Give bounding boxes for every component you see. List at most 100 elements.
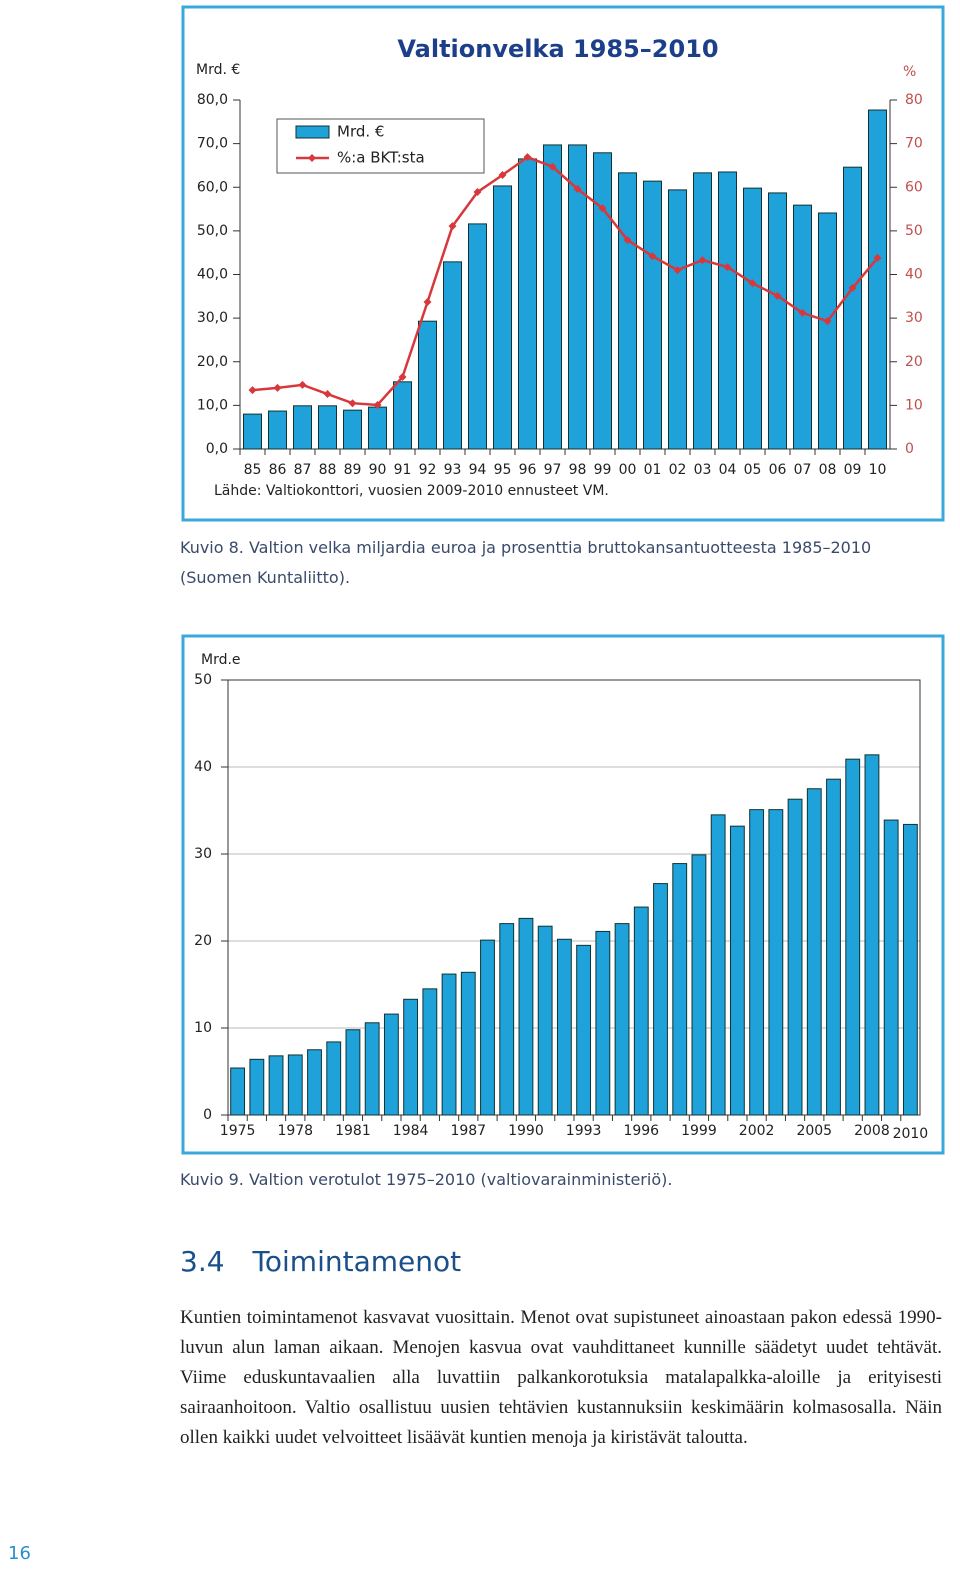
bar [268,1055,284,1116]
bar [595,930,611,1116]
marker [598,204,607,213]
bar [468,223,487,450]
bar [793,204,812,450]
bar [843,166,862,450]
x-tick-label: 09 [844,462,862,478]
marker [473,188,482,197]
y-tick-label: 10,0 [197,397,228,413]
bar [318,405,337,450]
bar [743,187,762,450]
bar [568,144,587,450]
bar [653,883,668,1116]
bar [768,192,787,450]
bar [443,261,462,450]
y-tick-label: 30 [194,846,212,862]
x-tick-label: 95 [494,462,512,478]
marker [523,153,532,162]
bar [249,1058,265,1116]
paragraph: Kuntien toimintamenot kasvavat vuosittai… [180,1307,942,1448]
bar [729,825,745,1116]
x-tick-label: 2010 [893,1126,929,1142]
marker [698,256,707,265]
bar [243,413,262,450]
bar [691,854,707,1116]
x-tick-label: 04 [719,462,737,478]
y2-tick-label: 70 [905,136,923,152]
y-tick-label: 20 [194,933,212,949]
section-heading: 3.4 Toimintamenot [180,1245,461,1278]
bar [393,381,412,450]
marker [773,291,782,300]
y2-axis-label: % [903,64,916,80]
y2-tick-label: 20 [905,354,923,370]
section-title: Toimintamenot [252,1245,462,1278]
bar [868,109,887,450]
bar [518,917,534,1116]
bar [293,405,312,450]
x-tick-label: 97 [544,462,562,478]
x-tick-label: 1978 [277,1123,313,1139]
bar [749,809,765,1116]
x-tick-label: 00 [619,462,637,478]
bar [326,1041,342,1116]
x-tick-label: 99 [594,462,612,478]
bar [718,171,737,450]
bar [287,1054,303,1116]
x-tick-label: 08 [819,462,837,478]
marker [848,284,857,293]
caption: Kuvio 8. Valtion velka miljardia euroa j… [180,538,872,587]
y-tick-label: 0 [203,1107,212,1123]
y-tick-label: 50 [194,672,212,688]
x-tick-label: 1975 [220,1123,256,1139]
y-tick-label: 30,0 [197,310,228,326]
bar [845,758,861,1116]
marker [448,222,457,231]
marker [748,279,757,288]
x-tick-label: 92 [419,462,437,478]
x-tick-label: 1981 [335,1123,371,1139]
x-tick-label: 1987 [450,1123,486,1139]
x-tick-label: 02 [669,462,687,478]
marker [298,380,307,389]
x-tick-label: 86 [269,462,287,478]
y-tick-label: 60,0 [197,179,228,195]
legend-marker [308,154,316,162]
bar [902,823,918,1116]
bar [614,923,630,1116]
bar [806,788,822,1116]
y2-tick-label: 50 [905,223,923,239]
bar [493,185,512,450]
x-tick-label: 1984 [393,1123,429,1139]
bar [543,144,562,450]
bar [593,152,612,450]
legend-label: Mrd. € [337,123,384,141]
marker [573,184,582,193]
y-tick-label: 70,0 [197,136,228,152]
bar [693,172,712,450]
line [252,155,879,407]
x-tick-label: 90 [369,462,387,478]
legend-label: %:a BKT:sta [337,149,425,167]
x-tick-label: 1999 [681,1123,717,1139]
bar [672,863,688,1116]
y-axis-label: Mrd.e [201,652,241,668]
marker [548,162,557,171]
bar [710,814,726,1116]
bar [422,988,438,1116]
y2-tick-label: 0 [905,441,914,457]
bar [364,1022,380,1116]
x-tick-label: 01 [644,462,662,478]
x-tick-label: 06 [769,462,787,478]
x-tick-label: 1993 [566,1123,602,1139]
x-tick-label: 89 [344,462,362,478]
y2-tick-label: 30 [905,310,923,326]
bar [556,938,572,1116]
bar [499,923,515,1116]
y-tick-label: 0,0 [206,441,228,457]
bar [826,778,841,1116]
bar [441,973,457,1116]
x-tick-label: 91 [394,462,412,478]
bar [268,410,287,450]
bar [460,971,476,1116]
